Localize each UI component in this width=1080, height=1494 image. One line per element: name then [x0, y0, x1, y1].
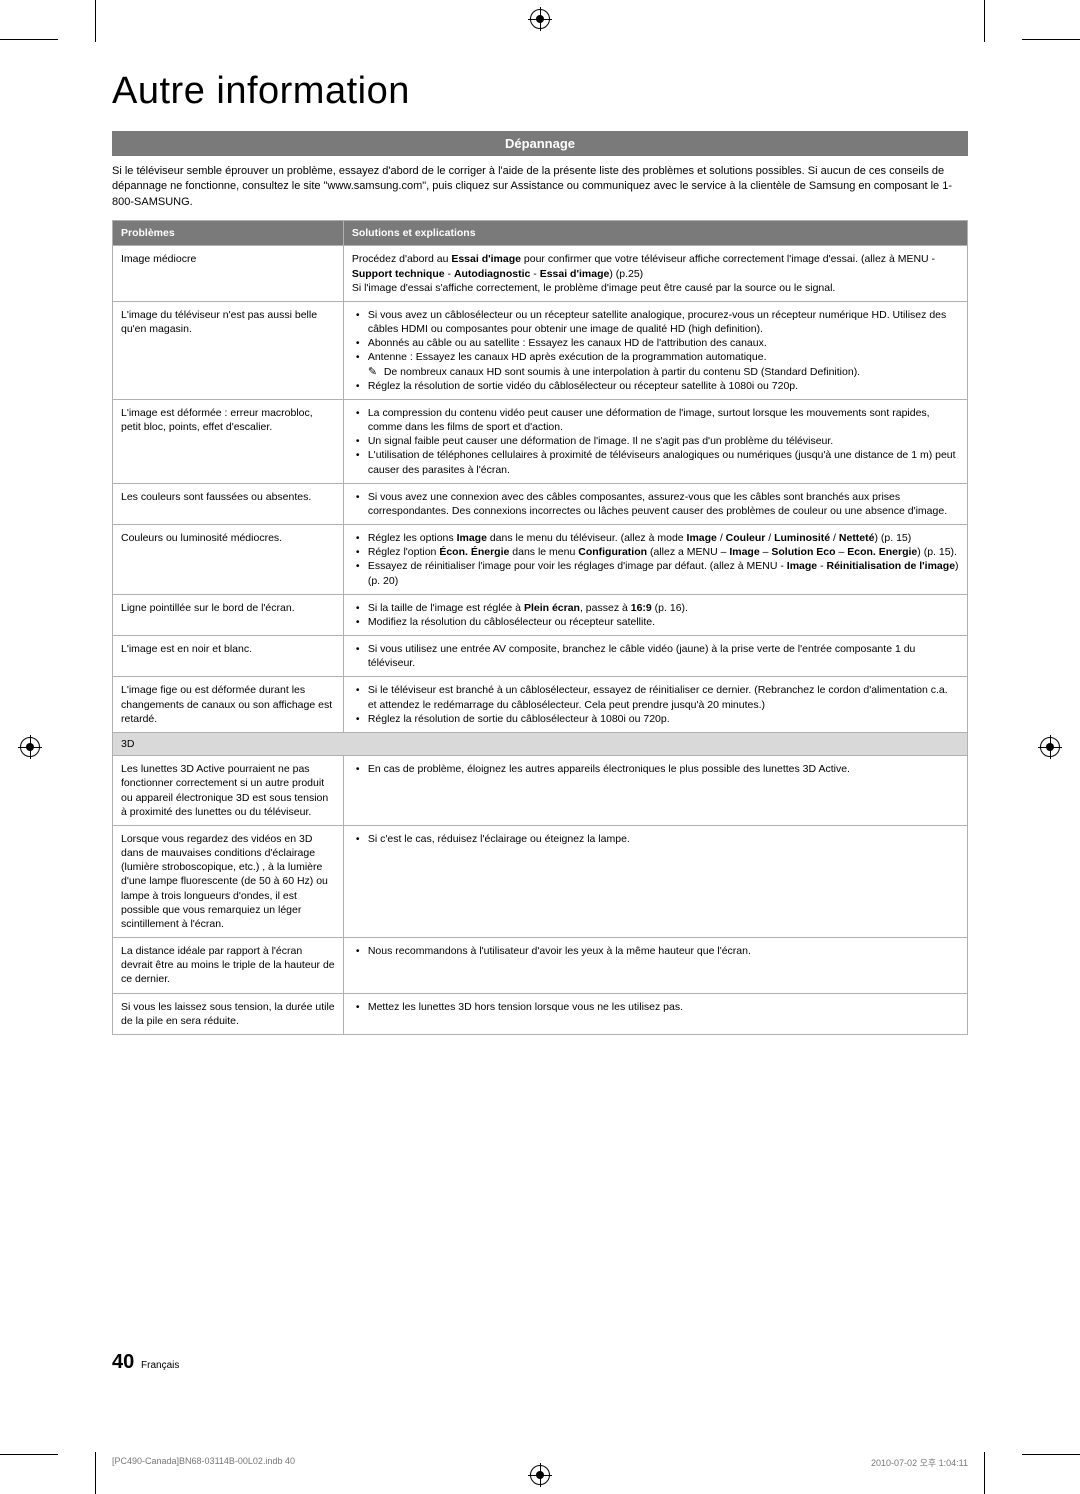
bullet-item: Abonnés au câble ou au satellite : Essay… — [352, 336, 959, 350]
crop-mark — [95, 1452, 96, 1494]
bullet-item: Si vous utilisez une entrée AV composite… — [352, 642, 959, 670]
problem-cell: Ligne pointillée sur le bord de l'écran. — [113, 594, 344, 635]
table-row: L'image du téléviseur n'est pas aussi be… — [113, 301, 968, 399]
table-row: L'image fige ou est déformée durant les … — [113, 677, 968, 733]
bullet-item: Mettez les lunettes 3D hors tension lors… — [352, 1000, 959, 1014]
crop-mark — [1022, 39, 1080, 40]
bullet-item: En cas de problème, éloignez les autres … — [352, 762, 959, 776]
problem-cell: Les lunettes 3D Active pourraient ne pas… — [113, 756, 344, 826]
problem-cell: Lorsque vous regardez des vidéos en 3D d… — [113, 825, 344, 937]
registration-mark-icon — [530, 9, 550, 29]
bullet-item: Réglez les options Image dans le menu du… — [352, 531, 959, 545]
problem-cell: L'image est déformée : erreur macrobloc,… — [113, 399, 344, 483]
bullet-item: Si vous avez une connexion avec des câbl… — [352, 490, 959, 518]
bullet-item: Nous recommandons à l'utilisateur d'avoi… — [352, 944, 959, 958]
table-row: L'image est en noir et blanc. Si vous ut… — [113, 636, 968, 677]
page-title: Autre information — [112, 70, 968, 113]
page-number: 40 — [112, 1351, 134, 1373]
problem-cell: Les couleurs sont faussées ou absentes. — [113, 483, 344, 524]
bullet-item: Réglez l'option Écon. Énergie dans le me… — [352, 545, 959, 559]
table-row: Couleurs ou luminosité médiocres. Réglez… — [113, 525, 968, 595]
table-row: Ligne pointillée sur le bord de l'écran.… — [113, 594, 968, 635]
solution-cell: Nous recommandons à l'utilisateur d'avoi… — [343, 938, 967, 994]
solution-cell: Procédez d'abord au Essai d'image pour c… — [343, 246, 967, 302]
table-row: Les lunettes 3D Active pourraient ne pas… — [113, 756, 968, 826]
solution-cell: Si vous utilisez une entrée AV composite… — [343, 636, 967, 677]
page-content: Autre information Dépannage Si le télévi… — [112, 70, 968, 1035]
problem-cell: Image médiocre — [113, 246, 344, 302]
crop-mark — [0, 39, 58, 40]
print-metadata: [PC490-Canada]BN68-03114B-00L02.indb 40 … — [112, 1456, 968, 1469]
category-cell: 3D — [113, 732, 968, 755]
problem-cell: L'image fige ou est déformée durant les … — [113, 677, 344, 733]
problem-cell: Si vous les laissez sous tension, la dur… — [113, 993, 344, 1034]
solution-cell: Si le téléviseur est branché à un câblos… — [343, 677, 967, 733]
bullet-item: Un signal faible peut causer une déforma… — [352, 434, 959, 448]
problem-cell: La distance idéale par rapport à l'écran… — [113, 938, 344, 994]
bullet-item: L'utilisation de téléphones cellulaires … — [352, 448, 959, 476]
solution-cell: Si la taille de l'image est réglée à Ple… — [343, 594, 967, 635]
table-row: Lorsque vous regardez des vidéos en 3D d… — [113, 825, 968, 937]
table-row: Les couleurs sont faussées ou absentes. … — [113, 483, 968, 524]
bullet-item: Réglez la résolution de sortie vidéo du … — [352, 379, 959, 393]
problem-cell: L'image est en noir et blanc. — [113, 636, 344, 677]
print-timestamp: 2010-07-02 오후 1:04:11 — [871, 1456, 968, 1469]
section-header: Dépannage — [112, 131, 968, 156]
bullet-item: Si la taille de l'image est réglée à Ple… — [352, 601, 959, 615]
bullet-item: Si c'est le cas, réduisez l'éclairage ou… — [352, 832, 959, 846]
registration-mark-icon — [20, 737, 40, 757]
table-header-row: Problèmes Solutions et explications — [113, 221, 968, 246]
table-row: L'image est déformée : erreur macrobloc,… — [113, 399, 968, 483]
crop-mark — [984, 0, 985, 42]
registration-mark-icon — [1040, 737, 1060, 757]
page-footer: 40 Français — [112, 1351, 179, 1374]
page-language: Français — [141, 1360, 179, 1371]
category-row: 3D — [113, 732, 968, 755]
intro-paragraph: Si le téléviseur semble éprouver un prob… — [112, 164, 968, 210]
table-row: La distance idéale par rapport à l'écran… — [113, 938, 968, 994]
solution-cell: Réglez les options Image dans le menu du… — [343, 525, 967, 595]
solution-cell: La compression du contenu vidéo peut cau… — [343, 399, 967, 483]
troubleshooting-table: Problèmes Solutions et explications Imag… — [112, 220, 968, 1035]
crop-mark — [1022, 1454, 1080, 1455]
crop-mark — [984, 1452, 985, 1494]
bullet-item: Antenne : Essayez les canaux HD après ex… — [352, 350, 959, 364]
solution-cell: En cas de problème, éloignez les autres … — [343, 756, 967, 826]
solution-cell: Si vous avez une connexion avec des câbl… — [343, 483, 967, 524]
note-line: De nombreux canaux HD sont soumis à une … — [352, 365, 959, 379]
bullet-item: Réglez la résolution de sortie du câblos… — [352, 712, 959, 726]
bullet-item: Si vous avez un câblosélecteur ou un réc… — [352, 308, 959, 336]
solution-cell: Si c'est le cas, réduisez l'éclairage ou… — [343, 825, 967, 937]
bullet-item: Modifiez la résolution du câblosélecteur… — [352, 615, 959, 629]
table-row: Si vous les laissez sous tension, la dur… — [113, 993, 968, 1034]
bullet-item: Si le téléviseur est branché à un câblos… — [352, 683, 959, 711]
problem-cell: L'image du téléviseur n'est pas aussi be… — [113, 301, 344, 399]
print-file-label: [PC490-Canada]BN68-03114B-00L02.indb 40 — [112, 1456, 295, 1469]
table-row: Image médiocre Procédez d'abord au Essai… — [113, 246, 968, 302]
crop-mark — [95, 0, 96, 42]
col-header-problems: Problèmes — [113, 221, 344, 246]
problem-cell: Couleurs ou luminosité médiocres. — [113, 525, 344, 595]
bullet-item: La compression du contenu vidéo peut cau… — [352, 406, 959, 434]
solution-cell: Mettez les lunettes 3D hors tension lors… — [343, 993, 967, 1034]
crop-mark — [0, 1454, 58, 1455]
col-header-solutions: Solutions et explications — [343, 221, 967, 246]
bullet-item: Essayez de réinitialiser l'image pour vo… — [352, 559, 959, 587]
solution-cell: Si vous avez un câblosélecteur ou un réc… — [343, 301, 967, 399]
